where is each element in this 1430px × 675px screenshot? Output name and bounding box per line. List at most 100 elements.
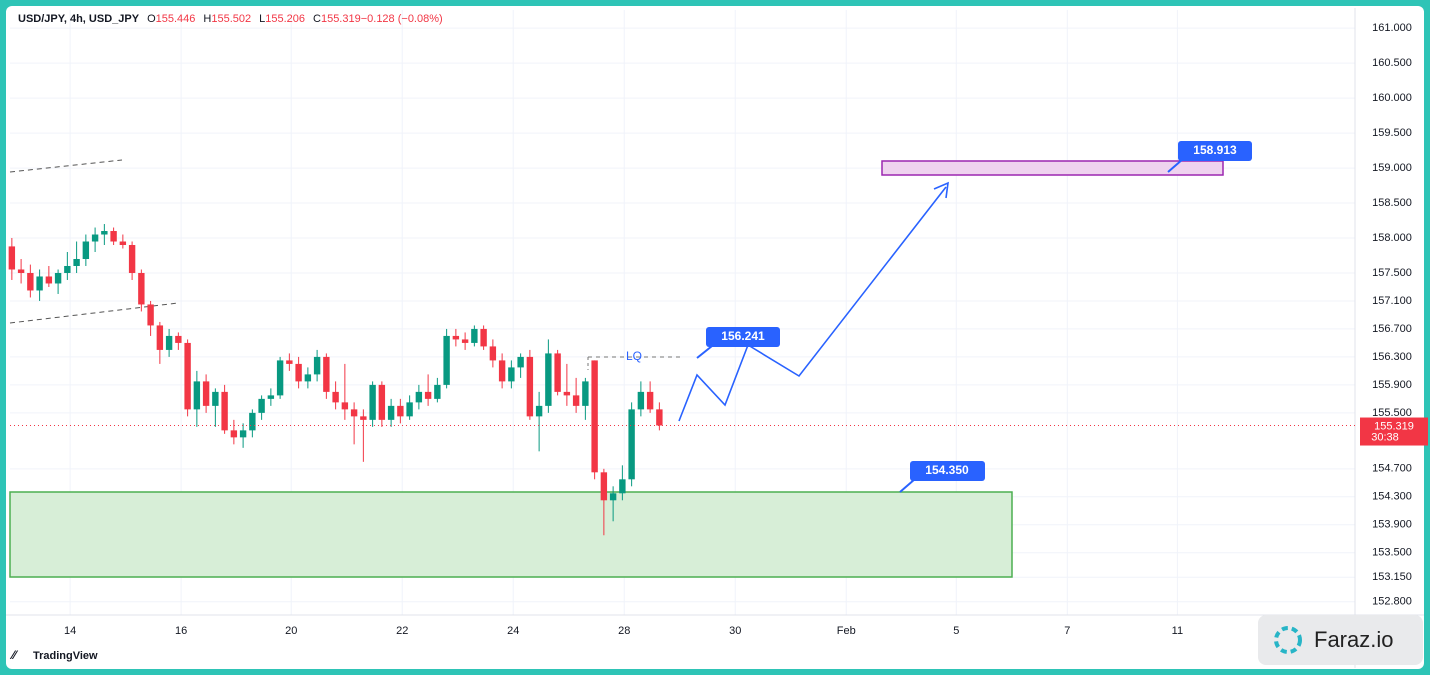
candle-body	[563, 391, 571, 396]
y-tick-label: 156.700	[1372, 323, 1412, 335]
ohlc-key: C	[313, 13, 321, 25]
platform-icon: ⁄⁄	[9, 648, 19, 662]
callout: 154.350	[899, 461, 985, 493]
y-tick-label: 155.900	[1372, 379, 1412, 391]
candle-body	[619, 479, 626, 494]
candle-body	[452, 335, 460, 340]
callout-box	[706, 327, 780, 347]
candle-body	[156, 325, 164, 350]
candle-body	[73, 258, 80, 266]
x-tick-label: 5	[953, 625, 959, 637]
candle-body	[295, 363, 302, 382]
callout-pointer	[696, 345, 713, 359]
candle-body	[128, 245, 136, 273]
watermark-box	[1258, 615, 1423, 665]
candle-body	[184, 342, 191, 410]
y-tick-label: 160.000	[1372, 92, 1412, 104]
ohlc-key: H	[203, 13, 211, 25]
y-tick-label: 157.100	[1372, 295, 1412, 307]
candle-body	[101, 231, 108, 235]
candle-body	[628, 409, 635, 480]
candle-body	[138, 272, 145, 305]
candle-body	[526, 356, 534, 417]
candle-body	[286, 360, 293, 364]
candle-body	[230, 430, 238, 438]
candle-body	[591, 360, 598, 473]
y-tick-label: 159.500	[1372, 127, 1412, 139]
candle-body	[193, 381, 201, 410]
candle-body	[582, 381, 589, 406]
projection-path	[678, 186, 947, 422]
candle-body	[646, 391, 654, 410]
x-tick-label: 7	[1064, 625, 1070, 637]
callout: 156.241	[696, 327, 780, 359]
candle-body	[517, 356, 524, 368]
channel-line	[9, 302, 179, 324]
candle-body	[387, 405, 395, 420]
candle-body	[572, 395, 580, 406]
callout: 158.913	[1167, 141, 1252, 173]
y-tick-label: 154.700	[1372, 463, 1412, 475]
candle-body	[165, 335, 173, 350]
candle-body	[378, 384, 386, 420]
candle-body	[480, 328, 487, 347]
candle-body	[350, 409, 358, 417]
candle-body	[434, 384, 441, 399]
candle-body	[212, 391, 219, 406]
candle-body	[406, 402, 413, 417]
candle-body	[424, 391, 432, 399]
candle-body	[258, 398, 265, 413]
candle-body	[17, 269, 25, 273]
target-zone	[881, 160, 1224, 176]
candle-body	[554, 353, 561, 392]
y-tick-label: 160.500	[1372, 57, 1412, 69]
candle-body	[637, 391, 645, 410]
x-tick-label: 28	[618, 625, 630, 637]
candle-body	[609, 493, 617, 501]
candle-body	[64, 265, 71, 273]
projection-arrow	[933, 181, 949, 199]
candle-body	[175, 335, 182, 343]
candle-body	[36, 276, 43, 291]
candle-body	[535, 405, 543, 417]
candle-body	[110, 231, 117, 242]
x-tick-label: 14	[64, 625, 76, 637]
candle-body	[8, 246, 16, 270]
candle-body	[91, 234, 99, 242]
candle-body	[239, 430, 247, 438]
candle-body	[545, 353, 552, 406]
callout-box	[910, 461, 985, 481]
ohlc-value: 155.319	[321, 13, 361, 25]
y-tick-label: 155.500	[1372, 407, 1412, 419]
callout-pointer	[899, 478, 916, 493]
candle-body	[221, 391, 228, 431]
symbol: USD/JPY, 4h, USD_JPY	[18, 13, 140, 25]
candle-body	[360, 416, 367, 420]
y-tick-label: 153.150	[1372, 571, 1412, 583]
candle-body	[202, 381, 210, 406]
y-tick-label: 152.800	[1372, 596, 1412, 608]
channel-line	[9, 159, 123, 173]
x-tick-label: 16	[175, 625, 187, 637]
candle-body	[489, 346, 497, 361]
watermark-text: Faraz.io	[1314, 627, 1393, 652]
y-tick-label: 153.900	[1372, 519, 1412, 531]
candle-body	[332, 391, 339, 403]
callout-pointer	[1167, 158, 1184, 173]
watermark: Faraz.io	[1258, 615, 1423, 665]
ohlc-key: O	[147, 13, 156, 25]
candle-body	[498, 360, 506, 382]
candle-body	[54, 272, 62, 284]
candle-body	[147, 304, 154, 326]
platform-logo: TradingView	[33, 650, 98, 662]
x-tick-label: 30	[729, 625, 741, 637]
y-tick-label: 158.500	[1372, 197, 1412, 209]
ohlc-value: 155.502	[211, 13, 251, 25]
callout-label: 158.913	[1193, 143, 1237, 157]
candle-body	[415, 391, 423, 403]
y-tick-label: 154.300	[1372, 491, 1412, 503]
x-tick-label: 24	[507, 625, 519, 637]
candle-body	[313, 356, 321, 375]
ohlc-value: −0.128 (−0.08%)	[361, 13, 443, 25]
symbol-header: USD/JPY, 4h, USD_JPY O155.446 H155.502 L155…	[18, 13, 443, 25]
